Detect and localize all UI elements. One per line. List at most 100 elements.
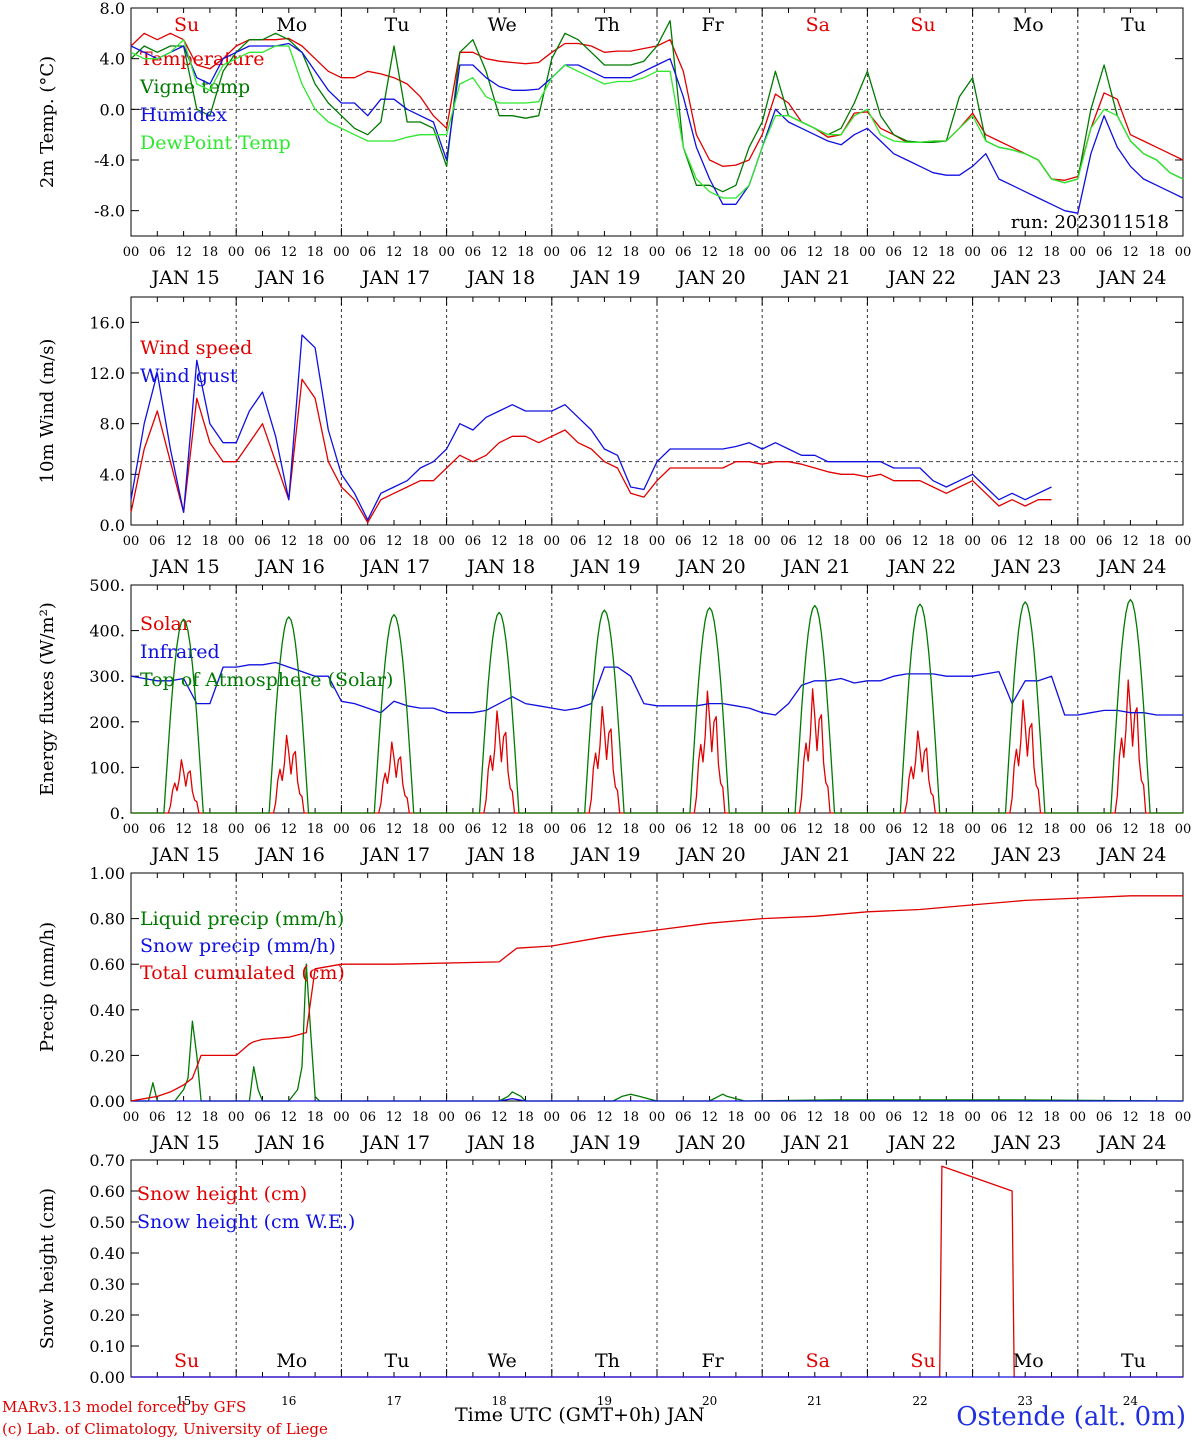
- hour-tick-label: 18: [938, 822, 955, 837]
- hour-tick-label: 06: [991, 534, 1008, 549]
- hour-tick-label: 18: [517, 822, 534, 837]
- hour-tick-label: 18: [412, 534, 429, 549]
- date-label: JAN 18: [465, 844, 535, 866]
- hour-tick-label: 06: [885, 245, 902, 260]
- date-label: JAN 24: [1096, 556, 1166, 578]
- hour-tick-label: 18: [307, 1110, 324, 1125]
- legend-entry: Wind speed: [140, 337, 252, 359]
- hour-tick-label: 06: [254, 1110, 271, 1125]
- hour-tick-label: 00: [754, 822, 771, 837]
- hour-tick-label: 18: [1148, 534, 1165, 549]
- hour-tick-label: 18: [622, 534, 639, 549]
- hour-tick-label: 18: [622, 1110, 639, 1125]
- hour-tick-label: 00: [544, 245, 561, 260]
- y-tick-label: 16.0: [89, 313, 125, 332]
- legend-entry: Snow height (cm W.E.): [137, 1211, 355, 1233]
- hour-tick-label: 12: [1122, 822, 1139, 837]
- hour-tick-label: 18: [622, 245, 639, 260]
- date-label: JAN 23: [991, 844, 1061, 866]
- y-tick-label: 0.70: [89, 1151, 125, 1170]
- hour-tick-label: 00: [964, 245, 981, 260]
- hour-tick-label: 18: [1148, 1110, 1165, 1125]
- hour-tick-label: 06: [359, 245, 376, 260]
- hour-tick-label: 06: [149, 822, 166, 837]
- hour-tick-label: 00: [1070, 534, 1087, 549]
- date-label: JAN 24: [1096, 267, 1166, 289]
- hour-tick-label: 12: [491, 245, 508, 260]
- hour-tick-label: 00: [649, 822, 666, 837]
- hour-tick-label: 12: [386, 534, 403, 549]
- date-label: JAN 16: [255, 844, 325, 866]
- hour-tick-label: 18: [938, 534, 955, 549]
- hour-tick-label: 06: [885, 1110, 902, 1125]
- hour-tick-label: 06: [359, 822, 376, 837]
- y-tick-label: 4.0: [100, 465, 125, 484]
- hour-tick-label: 00: [859, 822, 876, 837]
- hour-tick-label: 12: [596, 534, 613, 549]
- hour-tick-label: 00: [438, 534, 455, 549]
- weekday-label: Sa: [806, 1350, 830, 1372]
- hour-tick-label: 00: [333, 245, 350, 260]
- y-axis-label: Precip (mm/h): [37, 922, 58, 1052]
- hour-tick-label: 18: [202, 245, 219, 260]
- date-label: JAN 17: [360, 1132, 430, 1154]
- hour-tick-label: 12: [491, 534, 508, 549]
- hour-tick-label: 06: [780, 822, 797, 837]
- hour-tick-label: 18: [307, 822, 324, 837]
- y-tick-label: 0.20: [89, 1046, 125, 1065]
- hour-tick-label: 12: [175, 534, 192, 549]
- hour-tick-label: 00: [544, 1110, 561, 1125]
- hour-tick-label: 00: [1070, 822, 1087, 837]
- hour-tick-label: 06: [570, 245, 587, 260]
- y-tick-label: 0.50: [89, 1213, 125, 1232]
- day-number-label: 23: [1018, 1394, 1033, 1408]
- hour-tick-label: 00: [964, 822, 981, 837]
- hour-tick-label: 06: [359, 534, 376, 549]
- weekday-label: Tu: [385, 14, 410, 36]
- weekday-label: Th: [595, 14, 620, 36]
- hour-tick-label: 12: [807, 534, 824, 549]
- hour-tick-label: 12: [807, 1110, 824, 1125]
- hour-tick-label: 12: [1017, 822, 1034, 837]
- hour-tick-label: 18: [517, 245, 534, 260]
- legend-entry: Humidex: [140, 104, 227, 126]
- hour-tick-label: 12: [491, 1110, 508, 1125]
- hour-tick-label: 06: [780, 1110, 797, 1125]
- series-line: [130, 895, 1183, 1102]
- weekday-label: Sa: [806, 14, 830, 36]
- hour-tick-label: 06: [1096, 822, 1113, 837]
- weekday-label: Tu: [1121, 14, 1146, 36]
- hour-tick-label: 00: [438, 245, 455, 260]
- hour-tick-label: 06: [570, 1110, 587, 1125]
- hour-tick-label: 06: [675, 534, 692, 549]
- y-axis-label: 2m Temp. (°C): [37, 56, 58, 188]
- weekday-label: Th: [595, 1350, 620, 1372]
- hour-tick-label: 12: [701, 534, 718, 549]
- hour-tick-label: 06: [1096, 1110, 1113, 1125]
- weekday-label: Su: [910, 1350, 935, 1372]
- hour-tick-label: 00: [1175, 1110, 1192, 1125]
- hour-tick-label: 12: [1122, 245, 1139, 260]
- hour-tick-label: 00: [123, 1110, 140, 1125]
- weekday-label: Mo: [276, 14, 307, 36]
- y-tick-label: 0.60: [89, 955, 125, 974]
- series-line: [130, 661, 1183, 716]
- hour-tick-label: 00: [859, 1110, 876, 1125]
- y-tick-label: 400.: [89, 622, 125, 641]
- hour-tick-label: 06: [254, 534, 271, 549]
- date-label: JAN 19: [570, 556, 640, 578]
- date-label: JAN 22: [886, 844, 956, 866]
- date-label: JAN 21: [781, 1132, 851, 1154]
- hour-tick-label: 06: [991, 822, 1008, 837]
- weekday-label: We: [488, 14, 517, 36]
- y-tick-label: 0.20: [89, 1306, 125, 1325]
- series-line: [130, 378, 1052, 524]
- weekday-label: Fr: [701, 1350, 724, 1372]
- hour-tick-label: 12: [281, 245, 298, 260]
- hour-tick-label: 12: [912, 245, 929, 260]
- hour-tick-label: 12: [596, 245, 613, 260]
- hour-tick-label: 06: [149, 1110, 166, 1125]
- weekday-label: Su: [174, 14, 199, 36]
- hour-tick-label: 06: [991, 1110, 1008, 1125]
